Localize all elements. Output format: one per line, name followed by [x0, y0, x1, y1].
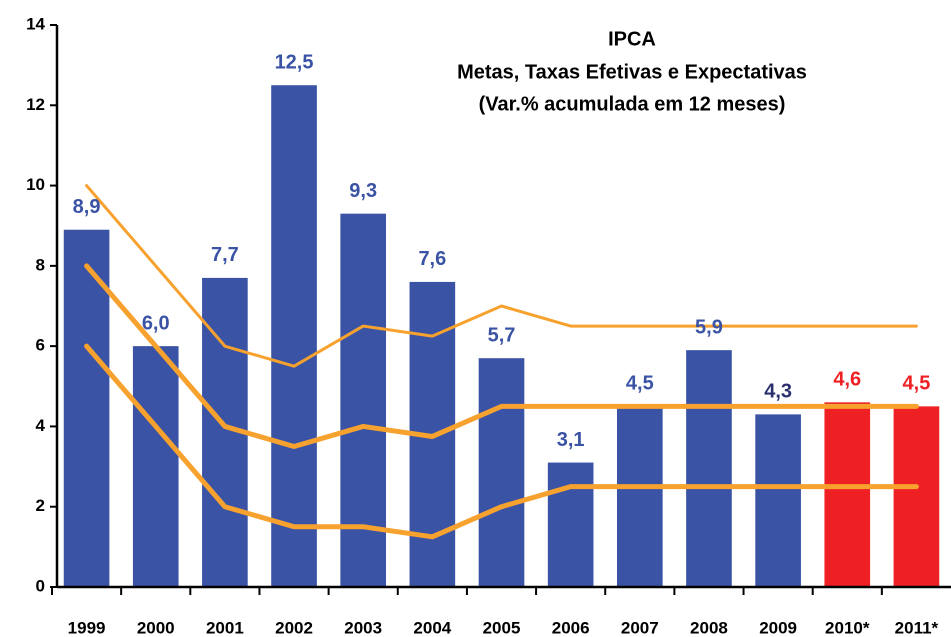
value-label: 9,3 [349, 180, 377, 202]
x-tick-label: 2008 [690, 618, 728, 637]
y-tick-label: 12 [26, 95, 45, 114]
chart-subtitle: (Var.% acumulada em 12 meses) [479, 93, 786, 115]
y-tick-label: 0 [36, 576, 45, 595]
y-tick-label: 14 [26, 14, 45, 33]
line [84, 343, 919, 540]
y-tick-label: 6 [36, 336, 45, 355]
x-tick-label: 2009 [759, 618, 797, 637]
y-tick-label: 4 [36, 416, 46, 435]
value-label: 4,5 [903, 373, 931, 395]
value-label: 4,6 [833, 369, 861, 391]
chart-title: IPCA [608, 28, 656, 50]
bar [478, 358, 525, 587]
value-label: 7,7 [211, 244, 239, 266]
x-tick-label: 2002 [275, 618, 313, 637]
y-tick-label: 10 [26, 175, 45, 194]
bar [63, 229, 110, 587]
x-tick-label: 2010* [825, 618, 870, 637]
x-tick-label: 2005 [483, 618, 521, 637]
x-tick-label: 2007 [621, 618, 659, 637]
value-label: 7,6 [418, 248, 446, 270]
bar [132, 346, 179, 587]
value-label: 8,9 [73, 196, 101, 218]
bar [824, 402, 871, 587]
y-tick-label: 8 [36, 255, 45, 274]
bar [755, 414, 801, 587]
value-label: 3,1 [557, 429, 585, 451]
chart-subtitle: Metas, Taxas Efetivas e Expectativas [457, 61, 807, 83]
value-label: 4,5 [626, 373, 654, 395]
bar [686, 350, 732, 587]
bar [547, 462, 594, 587]
x-tick-label: 2006 [552, 618, 590, 637]
value-label: 5,7 [488, 324, 516, 346]
x-tick-label: 2000 [137, 618, 175, 637]
value-label: 6,0 [142, 312, 170, 334]
value-label: 12,5 [275, 51, 314, 73]
x-tick-label: 2003 [344, 618, 382, 637]
x-tick-label: 1999 [68, 618, 106, 637]
x-tick-label: 2001 [206, 618, 244, 637]
bar [616, 406, 663, 587]
bar [893, 406, 940, 587]
x-tick-label: 2011* [895, 618, 939, 637]
bar [271, 85, 317, 587]
value-label: 5,9 [695, 316, 723, 338]
y-tick-label: 2 [36, 496, 45, 515]
line [84, 263, 919, 449]
x-tick-label: 2004 [413, 618, 451, 637]
value-label: 4,3 [764, 381, 792, 403]
line [85, 184, 918, 368]
